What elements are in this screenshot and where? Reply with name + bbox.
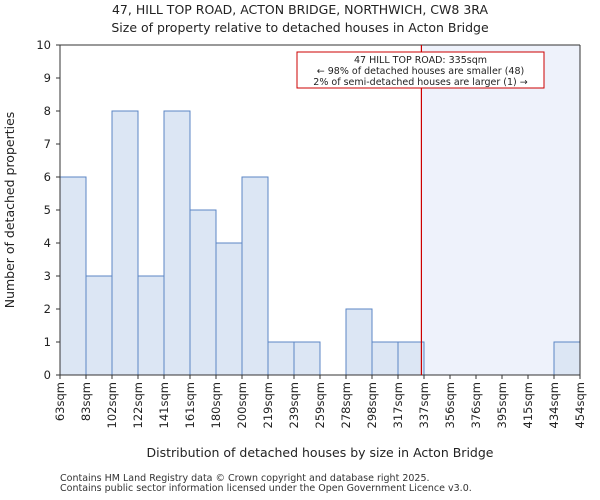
x-tick-label: 83sqm <box>79 382 93 421</box>
title-line-2: Size of property relative to detached ho… <box>111 20 489 35</box>
y-tick-label: 0 <box>44 368 51 382</box>
y-tick-label: 6 <box>44 170 51 184</box>
y-tick-label: 1 <box>44 335 51 349</box>
y-tick-label: 4 <box>44 236 51 250</box>
footer: Contains HM Land Registry data © Crown c… <box>60 474 472 494</box>
x-tick-label: 278sqm <box>339 382 353 428</box>
histogram-bar <box>267 341 295 376</box>
x-tick-label: 200sqm <box>235 382 249 428</box>
x-tick-label: 356sqm <box>443 382 457 428</box>
x-tick-label: 395sqm <box>495 382 509 428</box>
larger-region-shade <box>421 45 580 375</box>
x-tick-label: 376sqm <box>469 382 483 428</box>
title-line-1: 47, HILL TOP ROAD, ACTON BRIDGE, NORTHWI… <box>111 2 489 17</box>
x-axis-label: Distribution of detached houses by size … <box>147 445 494 460</box>
histogram-bar <box>397 341 425 376</box>
x-tick-label: 317sqm <box>391 382 405 428</box>
x-tick-label: 63sqm <box>53 382 67 421</box>
y-tick-label: 9 <box>44 71 51 85</box>
annotation-line: 47 HILL TOP ROAD: 335sqm <box>354 55 487 66</box>
chart-title: 47, HILL TOP ROAD, ACTON BRIDGE, NORTHWI… <box>0 1 600 37</box>
histogram-bar <box>215 242 243 376</box>
x-tick-label: 259sqm <box>313 382 327 428</box>
histogram-bar <box>371 341 399 376</box>
x-tick-label: 239sqm <box>287 382 301 428</box>
y-tick-label: 5 <box>44 203 51 217</box>
histogram-bar <box>137 275 165 376</box>
x-tick-label: 415sqm <box>521 382 535 428</box>
x-tick-label: 180sqm <box>209 382 223 428</box>
y-axis-label: Number of detached properties <box>2 112 17 309</box>
x-tick-label: 219sqm <box>261 382 275 428</box>
histogram-bar <box>189 209 217 376</box>
y-tick-label: 8 <box>44 104 51 118</box>
histogram-bar <box>345 308 373 376</box>
histogram-bar <box>85 275 113 376</box>
histogram-bar <box>59 176 87 376</box>
y-tick-label: 2 <box>44 302 51 316</box>
x-tick-label: 122sqm <box>131 382 145 428</box>
footer-line-2: Contains public sector information licen… <box>60 483 472 494</box>
histogram-bar <box>553 341 581 376</box>
x-tick-label: 102sqm <box>105 382 119 428</box>
y-tick-label: 7 <box>44 137 51 151</box>
x-tick-label: 298sqm <box>365 382 379 428</box>
histogram-bar <box>163 110 191 376</box>
y-tick-label: 10 <box>36 38 51 52</box>
x-tick-label: 454sqm <box>573 382 587 428</box>
annotation-line: 2% of semi-detached houses are larger (1… <box>313 77 527 88</box>
x-tick-label: 337sqm <box>417 382 431 428</box>
footer-line-1: Contains HM Land Registry data © Crown c… <box>60 473 430 484</box>
x-tick-label: 434sqm <box>547 382 561 428</box>
x-tick-label: 141sqm <box>157 382 171 428</box>
y-tick-label: 3 <box>44 269 51 283</box>
histogram-bar <box>293 341 321 376</box>
histogram-bar <box>111 110 139 376</box>
annotation-line: ← 98% of detached houses are smaller (48… <box>317 66 524 77</box>
x-tick-label: 161sqm <box>183 382 197 428</box>
annotation-box <box>296 51 545 89</box>
histogram-bar <box>241 176 269 376</box>
